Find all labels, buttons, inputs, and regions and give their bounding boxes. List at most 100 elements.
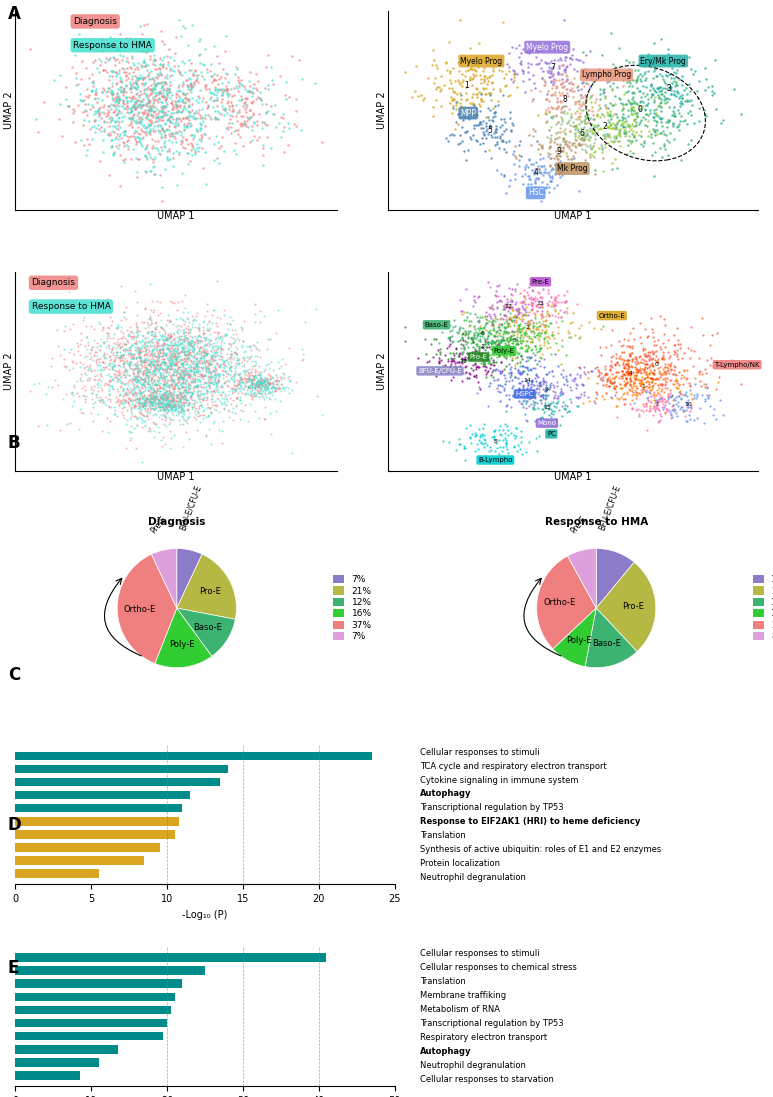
Point bbox=[172, 361, 184, 378]
Point bbox=[146, 396, 158, 414]
Point bbox=[89, 123, 101, 140]
Point bbox=[184, 328, 196, 346]
Point bbox=[455, 346, 468, 363]
Text: Autophagy: Autophagy bbox=[420, 790, 472, 799]
Point bbox=[115, 392, 128, 409]
Point bbox=[236, 373, 248, 391]
Point bbox=[134, 349, 146, 366]
Point bbox=[137, 365, 149, 383]
Point bbox=[202, 364, 214, 382]
Point bbox=[606, 95, 618, 113]
Point bbox=[611, 125, 624, 143]
Point bbox=[213, 326, 225, 343]
Point bbox=[671, 374, 683, 392]
Point bbox=[138, 394, 150, 411]
Point bbox=[174, 65, 186, 82]
Point bbox=[156, 192, 169, 210]
Point bbox=[108, 351, 121, 369]
Point bbox=[123, 88, 135, 105]
Point bbox=[170, 142, 182, 159]
Point bbox=[226, 392, 239, 409]
Point bbox=[200, 346, 213, 363]
Point bbox=[178, 411, 190, 429]
Point bbox=[621, 145, 633, 162]
Point bbox=[242, 386, 254, 404]
Point bbox=[457, 331, 469, 349]
Point bbox=[188, 408, 200, 426]
Point bbox=[177, 389, 189, 407]
Point bbox=[248, 384, 261, 402]
Point bbox=[218, 400, 230, 418]
Point bbox=[121, 92, 134, 110]
Point bbox=[128, 79, 140, 97]
Point bbox=[652, 79, 664, 97]
Point bbox=[131, 78, 143, 95]
Point bbox=[163, 353, 175, 371]
Point bbox=[211, 47, 223, 65]
Point bbox=[163, 397, 175, 415]
Point bbox=[156, 52, 169, 69]
Point bbox=[160, 361, 172, 378]
Point bbox=[210, 373, 223, 391]
Point bbox=[128, 391, 140, 408]
Point bbox=[113, 91, 125, 109]
Point bbox=[152, 351, 165, 369]
Point bbox=[252, 365, 264, 383]
Point bbox=[545, 315, 557, 332]
Point bbox=[200, 353, 213, 371]
Point bbox=[132, 339, 145, 357]
Point bbox=[478, 438, 490, 455]
Point bbox=[128, 377, 141, 395]
Point bbox=[93, 314, 105, 331]
Point bbox=[110, 92, 122, 110]
Point bbox=[209, 81, 221, 99]
Point bbox=[622, 117, 635, 135]
Point bbox=[482, 298, 495, 316]
Point bbox=[467, 333, 479, 351]
Point bbox=[110, 68, 122, 86]
Point bbox=[170, 84, 182, 102]
Point bbox=[460, 53, 472, 70]
Point bbox=[260, 375, 272, 393]
Point bbox=[519, 290, 531, 307]
Point bbox=[170, 29, 182, 46]
Point bbox=[412, 350, 424, 367]
Point bbox=[191, 421, 203, 439]
Point bbox=[182, 402, 194, 419]
Point bbox=[97, 99, 110, 116]
Point bbox=[165, 399, 177, 417]
Point bbox=[259, 375, 271, 393]
Point bbox=[152, 69, 164, 87]
Point bbox=[451, 93, 464, 111]
Point bbox=[530, 395, 543, 412]
Point bbox=[176, 361, 189, 378]
Point bbox=[236, 336, 248, 353]
Point bbox=[599, 127, 611, 145]
Point bbox=[493, 376, 506, 394]
Point bbox=[555, 365, 567, 383]
Point bbox=[213, 154, 225, 171]
Point bbox=[212, 81, 224, 99]
Point bbox=[246, 374, 258, 392]
Point bbox=[117, 154, 130, 171]
Point bbox=[87, 412, 99, 430]
Point bbox=[189, 392, 201, 409]
Point bbox=[68, 393, 80, 410]
Point bbox=[482, 121, 494, 138]
Point bbox=[549, 384, 561, 402]
Point bbox=[527, 399, 540, 417]
Point bbox=[129, 358, 141, 375]
Point bbox=[184, 347, 196, 364]
Point bbox=[172, 387, 185, 405]
Point bbox=[475, 92, 488, 110]
Point bbox=[249, 383, 261, 400]
Point bbox=[532, 398, 544, 416]
Point bbox=[547, 86, 559, 103]
Point bbox=[164, 355, 176, 373]
Point bbox=[592, 121, 604, 138]
Point bbox=[152, 398, 165, 416]
Point bbox=[534, 317, 547, 335]
Point bbox=[167, 393, 179, 410]
Point bbox=[671, 378, 683, 396]
Point bbox=[169, 357, 181, 374]
